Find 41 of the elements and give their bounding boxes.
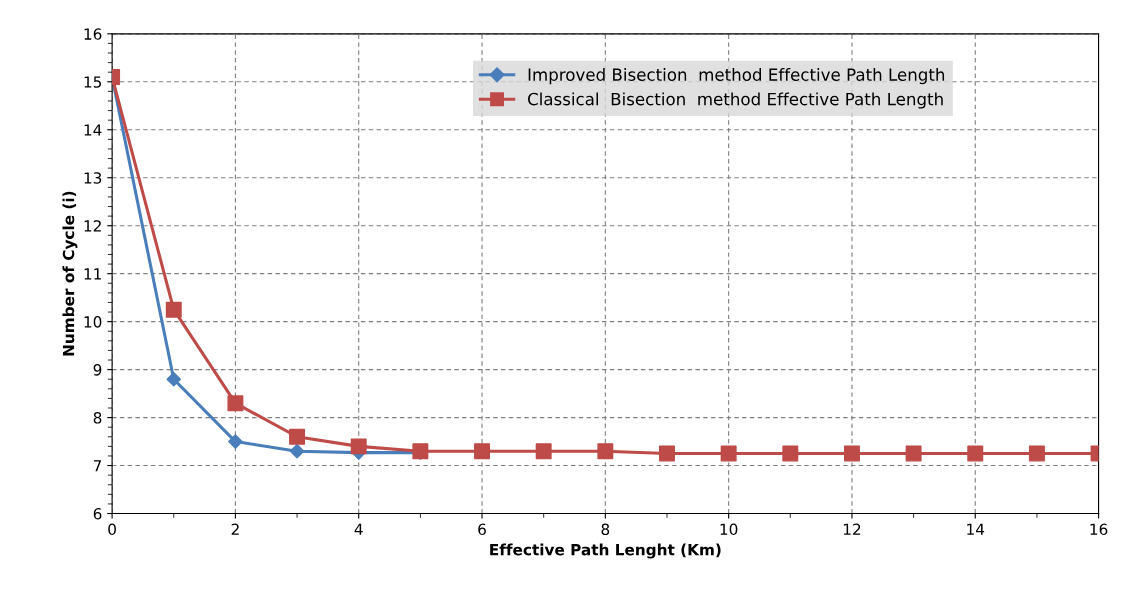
y-tick-label: 9 — [93, 364, 102, 376]
legend-label: Classical Bisection method Effective Path Length — [528, 92, 943, 109]
point — [166, 371, 182, 387]
point — [905, 445, 922, 462]
y-tick-label: 13 — [84, 172, 102, 184]
point — [659, 445, 675, 462]
point — [782, 445, 799, 462]
point — [289, 443, 305, 459]
point — [228, 434, 243, 449]
y-axis-title: Number of Cycle (i) — [62, 191, 78, 356]
x-tick-label: 10 — [720, 523, 738, 536]
x-tick-label: 8 — [601, 523, 610, 536]
y-tick-label: 7 — [93, 460, 102, 472]
y-tick-label: 10 — [84, 316, 102, 328]
legend-label: Improved Bisection method Effective Path Length — [528, 68, 945, 85]
y-tick-label: 14 — [84, 124, 102, 136]
point — [165, 301, 182, 318]
point — [843, 445, 860, 462]
x-tick-label: 12 — [843, 523, 861, 535]
point — [535, 443, 552, 460]
x-tick-label: 4 — [354, 523, 363, 535]
point — [1028, 445, 1045, 462]
y-tick-label: 12 — [84, 220, 101, 232]
x-tick-label: 2 — [231, 523, 239, 535]
point — [289, 428, 306, 445]
point — [474, 443, 491, 460]
y-tick-label: 11 — [84, 268, 101, 280]
x-tick-label: 14 — [967, 523, 985, 535]
y-tick-label: 6 — [93, 507, 102, 520]
y-tick-label: 15 — [84, 76, 102, 88]
x-tick-label: 0 — [108, 523, 116, 536]
point — [967, 445, 984, 462]
point — [350, 438, 367, 455]
y-tick-label: 16 — [84, 28, 102, 40]
point — [227, 395, 244, 412]
y-tick-label: 8 — [93, 412, 102, 424]
point — [720, 445, 737, 462]
point — [597, 443, 614, 460]
x-tick-label: 6 — [478, 523, 486, 536]
x-tick-label: 16 — [1090, 523, 1108, 536]
x-axis-title: Effective Path Lenght (Km) — [490, 543, 721, 559]
